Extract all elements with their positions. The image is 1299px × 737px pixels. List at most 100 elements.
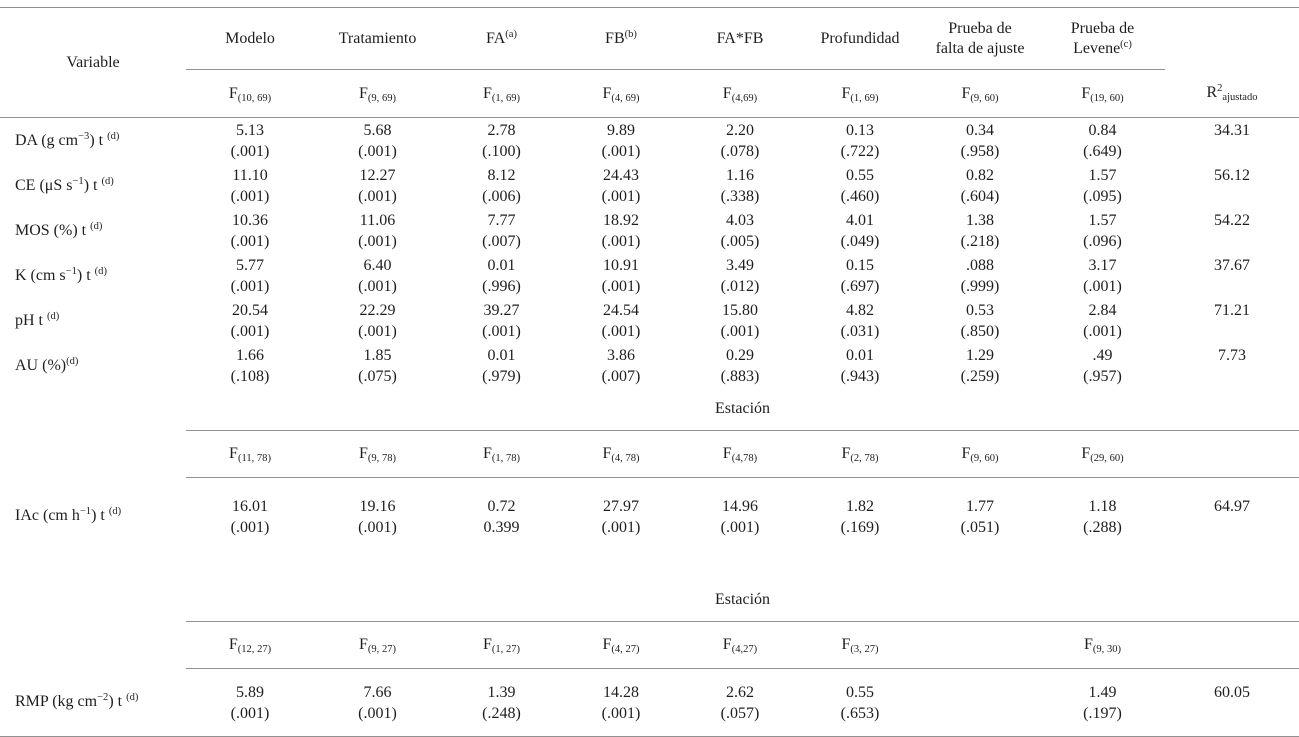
p-value: (.958) xyxy=(960,142,1000,160)
stat-cell: 0.01 (.943) xyxy=(800,343,920,388)
stat-cell: 19.16 (.001) xyxy=(314,478,441,580)
p-value: (.259) xyxy=(960,367,1000,385)
p-value: (.001) xyxy=(601,232,641,250)
p-value: (.999) xyxy=(960,277,1000,295)
f-value: 0.15 xyxy=(846,256,874,274)
p-value: (.001) xyxy=(230,518,270,536)
p-value: (.108) xyxy=(230,367,270,385)
stat-cell: 0.13 (.722) xyxy=(800,118,920,164)
r2-cell: 60.05 xyxy=(1165,668,1299,737)
stat-cell: 1.39 (.248) xyxy=(441,668,562,737)
f-value: 4.03 xyxy=(726,211,754,229)
f-value: 1.57 xyxy=(1088,166,1117,184)
f-value: 0.72 xyxy=(487,497,516,515)
season-divider-label: Estación xyxy=(186,579,1299,622)
f-value: .088 xyxy=(966,256,994,274)
stat-cell: 15.80 (.001) xyxy=(680,298,800,343)
f-value: 2.78 xyxy=(487,121,516,139)
stat-cell: 1.18 (.288) xyxy=(1040,478,1165,580)
variable-label: DA (g cm−3) t (d) xyxy=(15,130,120,149)
r2-cell: 37.67 xyxy=(1165,253,1299,298)
table-row: MOS (%) t (d) 10.36 (.001) 11.06 (.001) 7.77 (… xyxy=(0,208,1299,253)
stat-cell: 4.03 (.005) xyxy=(680,208,800,253)
f-value: 0.13 xyxy=(846,121,874,139)
f-value: 4.01 xyxy=(846,211,874,229)
f-value: 7.66 xyxy=(363,683,392,701)
anova-results-table: Variable Modelo Tratamiento FA(a) FB(b) … xyxy=(0,7,1299,737)
f-statistic-header: F(1, 69) xyxy=(800,69,920,118)
stat-cell: 22.29 (.001) xyxy=(314,298,441,343)
r2-cell: 34.31 xyxy=(1165,118,1299,164)
p-value: (.001) xyxy=(358,322,397,340)
r2-header: R2ajustado xyxy=(1165,69,1299,118)
stat-cell: 1.66 (.108) xyxy=(186,343,314,388)
stat-cell: 12.27 (.001) xyxy=(314,163,441,208)
stat-cell: 10.91 (.001) xyxy=(562,253,680,298)
f-header-row: F(12, 27) F(9, 27) F(1, 27) F(4, 27) F(4,27)… xyxy=(0,621,1299,669)
f-statistic-header: F(9, 78) xyxy=(314,430,441,478)
empty-line xyxy=(1165,276,1299,297)
p-value: (.001) xyxy=(601,518,641,536)
f-statistic-header xyxy=(1165,430,1299,478)
f-header-row: F(11, 78) F(9, 78) F(1, 78) F(4, 78) F(4,78)… xyxy=(0,430,1299,478)
f-value: 1.85 xyxy=(363,346,392,364)
p-value: (.006) xyxy=(482,187,521,205)
p-value: (.850) xyxy=(960,322,1000,340)
f-statistic-header: F(4, 69) xyxy=(562,69,680,118)
r2-value: 60.05 xyxy=(1214,683,1250,701)
stat-cell: 27.97 (.001) xyxy=(562,478,680,580)
p-value: (.001) xyxy=(230,277,270,295)
f-value: 0.55 xyxy=(846,683,874,701)
table-row: IAc (cm h−1) t (d) 16.01 (.001) 19.16 (.001)… xyxy=(0,478,1299,580)
f-value: 2.20 xyxy=(726,121,754,139)
f-statistic-header: F(4,78) xyxy=(680,430,800,478)
p-value: (.100) xyxy=(482,142,521,160)
p-value: (.001) xyxy=(230,232,270,250)
p-value: (.095) xyxy=(1083,187,1122,205)
r2-cell: 56.12 xyxy=(1165,163,1299,208)
p-value: (.007) xyxy=(482,232,521,250)
f-value: 14.28 xyxy=(603,683,639,701)
p-value: (.697) xyxy=(840,277,880,295)
f-value: 22.29 xyxy=(359,301,396,319)
f-value: 3.49 xyxy=(726,256,754,274)
f-value: 20.54 xyxy=(232,301,268,319)
f-value: 39.27 xyxy=(483,301,520,319)
variable-column-header: Variable xyxy=(0,7,186,118)
stat-cell: 1.85 (.075) xyxy=(314,343,441,388)
stat-cell: 2.84 (.001) xyxy=(1040,298,1165,343)
variable-label: AU (%)(d) xyxy=(15,355,79,374)
p-value: (.001) xyxy=(358,277,397,295)
p-value: (.001) xyxy=(1083,277,1122,295)
stat-cell: 1.82 (.169) xyxy=(800,478,920,580)
p-value: (.001) xyxy=(230,187,270,205)
r2-cell: 71.21 xyxy=(1165,298,1299,343)
f-statistic-header: F(9, 60) xyxy=(920,69,1040,118)
f-value: .49 xyxy=(1092,346,1113,364)
f-statistic-header: F(3, 27) xyxy=(800,621,920,669)
f-value: 15.80 xyxy=(722,301,758,319)
stat-cell: 5.89 (.001) xyxy=(186,668,314,737)
p-value: 0.399 xyxy=(483,518,520,536)
stat-cell: 14.96 (.001) xyxy=(680,478,800,580)
f-value: 11.10 xyxy=(232,166,268,184)
f-statistic-header: F(29, 60) xyxy=(1040,430,1165,478)
column-header-tratamiento: Tratamiento xyxy=(314,7,441,70)
p-value: (.031) xyxy=(840,322,880,340)
stat-cell: 10.36 (.001) xyxy=(186,208,314,253)
p-value: (.883) xyxy=(720,367,760,385)
p-value: (.001) xyxy=(230,142,270,160)
r2-cell: 54.22 xyxy=(1165,208,1299,253)
f-statistic-header: F(10, 69) xyxy=(186,69,314,118)
stat-cell: 0.29 (.883) xyxy=(680,343,800,388)
stat-cell: 2.62 (.057) xyxy=(680,668,800,737)
f-value: 9.89 xyxy=(607,121,635,139)
column-header-fb: FB(b) xyxy=(562,7,680,70)
stat-cell xyxy=(920,668,1040,737)
variable-label: K (cm s−1) t (d) xyxy=(15,265,107,284)
stat-cell: 8.12 (.006) xyxy=(441,163,562,208)
stat-cell: 1.29 (.259) xyxy=(920,343,1040,388)
f-value: 0.53 xyxy=(966,301,994,319)
stat-cell: 0.34 (.958) xyxy=(920,118,1040,164)
